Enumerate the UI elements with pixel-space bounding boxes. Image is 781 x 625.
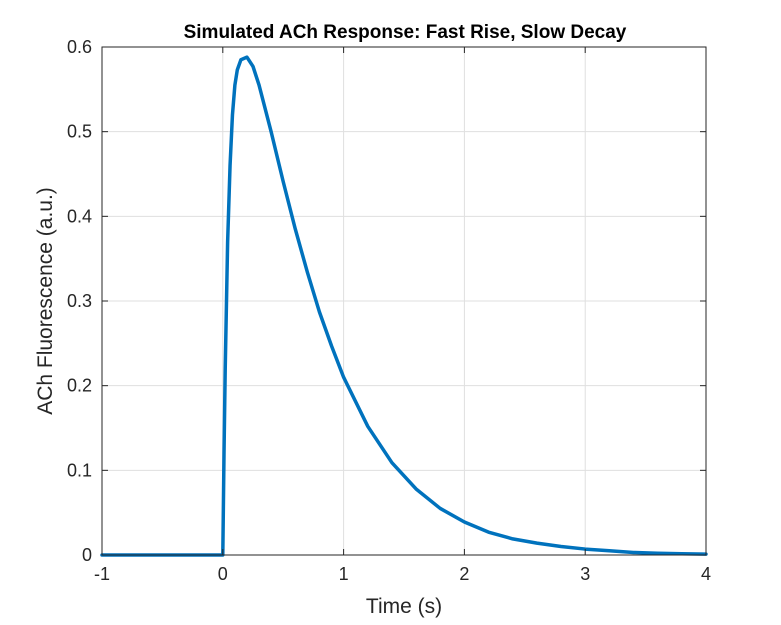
y-tick-label: 0.3 [67,291,92,311]
x-tick-label: 2 [459,564,469,584]
x-tick-label: 3 [580,564,590,584]
x-tick-label: -1 [94,564,110,584]
series-layer [100,55,708,557]
chart-title: Simulated ACh Response: Fast Rise, Slow … [184,22,627,43]
y-axis-label: ACh Fluorescence (a.u.) [34,187,57,415]
x-tick-label: 4 [701,564,711,584]
series-line [100,55,708,557]
y-tick-label: 0.1 [67,460,92,480]
ticks: -1 0 1 2 3 400.10.20.30.40.50.6 [67,37,711,584]
y-tick-label: 0.6 [67,37,92,57]
y-tick-label: 0.2 [67,376,92,396]
y-tick-label: 0.4 [67,206,92,226]
y-tick-label: 0 [82,545,92,565]
grid [101,46,707,556]
x-axis-label: Time (s) [366,595,442,618]
y-tick-label: 0.5 [67,122,92,142]
x-tick-label: 0 [218,564,228,584]
x-tick-label: 1 [339,564,349,584]
